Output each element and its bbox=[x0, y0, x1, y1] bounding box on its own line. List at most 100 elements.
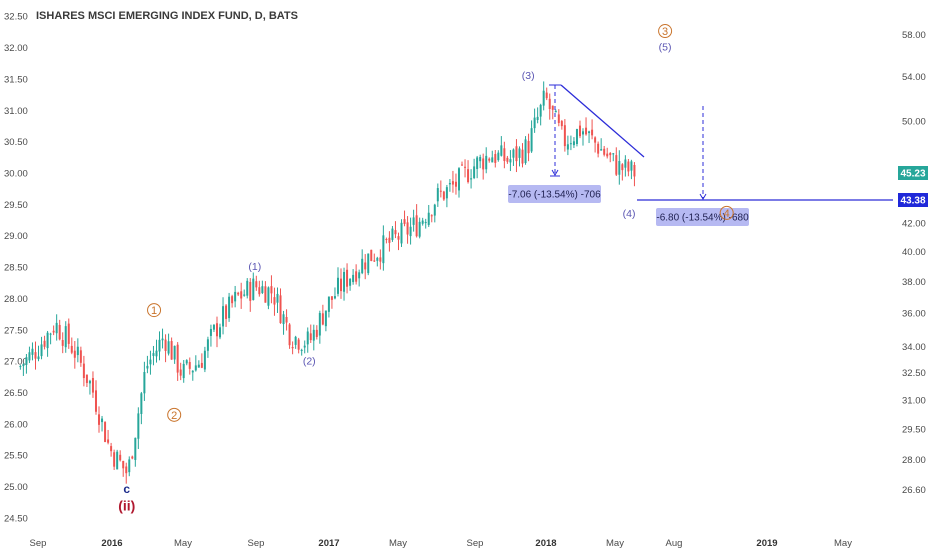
price-tag-text-1: 43.38 bbox=[900, 196, 925, 207]
price-tag-0: 45.23 bbox=[898, 166, 928, 180]
candle-140 bbox=[442, 190, 445, 201]
candle-158 bbox=[497, 150, 500, 162]
candle-148 bbox=[467, 160, 470, 184]
measure-label-1[interactable]: -7.06 (-13.54%) -706 bbox=[508, 185, 601, 203]
candle-21 bbox=[82, 355, 85, 387]
candle-101 bbox=[324, 310, 327, 332]
wave-label-9[interactable]: c bbox=[123, 482, 130, 496]
candle-150 bbox=[473, 158, 476, 180]
wave-label-6[interactable]: (3) bbox=[522, 70, 535, 82]
candle-169 bbox=[530, 120, 533, 153]
candle-17 bbox=[70, 337, 73, 355]
wave-label-8[interactable]: (5) bbox=[659, 42, 672, 54]
left-price-axis: 32.50 32.00 31.50 31.00 30.50 30.00 29.50 29.00… bbox=[4, 12, 28, 525]
trend-line[interactable] bbox=[560, 84, 645, 158]
candle-19 bbox=[76, 338, 79, 363]
candle-84 bbox=[273, 287, 276, 316]
candle-22 bbox=[85, 374, 88, 388]
candle-108 bbox=[346, 263, 349, 294]
measure-arrow-2[interactable] bbox=[699, 106, 707, 200]
x-axis-tick-11: May bbox=[834, 538, 852, 549]
measure-label-2[interactable]: -6.80 (-13.54%) -680 bbox=[656, 208, 749, 226]
candle-64 bbox=[212, 323, 215, 333]
right-axis-tick-2: 50.00 bbox=[902, 117, 926, 128]
right-axis-tick-10: 32.50 bbox=[902, 368, 926, 379]
candle-113 bbox=[361, 249, 364, 275]
candle-181 bbox=[566, 135, 569, 156]
candle-191 bbox=[597, 141, 600, 158]
candle-111 bbox=[355, 264, 358, 285]
candle-16 bbox=[67, 318, 70, 349]
left-axis-tick-8: 28.50 bbox=[4, 263, 28, 274]
candle-178 bbox=[557, 109, 560, 127]
candle-51 bbox=[173, 345, 176, 364]
candle-32 bbox=[116, 449, 119, 470]
candle-30 bbox=[110, 442, 113, 457]
wave-label-text-4: (1) bbox=[248, 261, 261, 273]
candle-97 bbox=[312, 324, 315, 351]
right-axis-tick-1: 54.00 bbox=[902, 72, 926, 83]
right-axis-tick-11: 31.00 bbox=[902, 396, 926, 407]
wave-label-1[interactable]: 2 bbox=[167, 407, 182, 422]
candle-144 bbox=[454, 173, 457, 195]
candle-7 bbox=[40, 336, 43, 360]
candle-122 bbox=[388, 231, 391, 252]
candle-28 bbox=[104, 421, 107, 443]
wave-label-0[interactable]: 1 bbox=[147, 303, 162, 318]
candle-63 bbox=[209, 324, 212, 347]
candle-162 bbox=[509, 150, 512, 172]
wave-label-7[interactable]: (4) bbox=[623, 208, 636, 220]
candle-88 bbox=[285, 309, 288, 331]
candle-37 bbox=[131, 455, 134, 460]
x-axis-tick-0: Sep bbox=[30, 538, 47, 549]
candle-165 bbox=[518, 146, 521, 167]
candle-26 bbox=[98, 406, 101, 433]
wave-label-3[interactable]: 4 bbox=[719, 205, 734, 220]
candle-182 bbox=[569, 135, 572, 151]
candle-185 bbox=[578, 120, 581, 139]
candle-201 bbox=[627, 158, 630, 177]
candle-59 bbox=[197, 360, 200, 368]
candle-192 bbox=[600, 138, 603, 151]
candle-109 bbox=[349, 277, 352, 291]
candle-43 bbox=[149, 350, 152, 375]
drawing-annotations[interactable]: -7.06 (-13.54%) -706 -6.80 (-13.54%) -680 bbox=[508, 84, 893, 226]
candle-176 bbox=[551, 105, 554, 120]
wave-label-text-10: (ii) bbox=[118, 497, 135, 513]
candle-10 bbox=[49, 332, 52, 345]
wave-label-10[interactable]: (ii) bbox=[118, 497, 135, 513]
candle-163 bbox=[512, 148, 515, 166]
right-axis-tick-5: 42.00 bbox=[902, 218, 926, 229]
x-axis-tick-3: Sep bbox=[248, 538, 265, 549]
candle-143 bbox=[451, 170, 454, 193]
candle-55 bbox=[185, 359, 188, 366]
time-axis[interactable]: Sep 2016 May Sep 2017 May Sep 2018 May Aug 2019 May bbox=[30, 538, 853, 549]
candle-153 bbox=[482, 153, 485, 180]
candle-116 bbox=[370, 249, 373, 262]
candle-117 bbox=[373, 253, 376, 263]
candle-149 bbox=[470, 169, 473, 189]
candle-119 bbox=[379, 249, 382, 270]
measure-arrow-1[interactable] bbox=[549, 84, 561, 177]
candle-18 bbox=[73, 341, 76, 369]
wave-label-2[interactable]: 3 bbox=[658, 24, 673, 39]
wave-label-5[interactable]: (2) bbox=[303, 355, 316, 367]
right-price-axis[interactable]: 58.0054.0050.0046.0044.0042.0040.0038.00… bbox=[902, 30, 926, 496]
left-axis-tick-6: 29.50 bbox=[4, 200, 28, 211]
elliott-wave-labels[interactable]: 1 2 3 4 (1) (2) (3) (4) (5) c(ii) bbox=[118, 24, 734, 514]
candle-177 bbox=[554, 109, 557, 113]
candle-92 bbox=[297, 337, 300, 354]
candle-77 bbox=[252, 272, 255, 301]
candle-124 bbox=[394, 221, 397, 239]
candle-160 bbox=[503, 141, 506, 169]
left-axis-tick-7: 29.00 bbox=[4, 231, 28, 242]
left-axis-tick-5: 30.00 bbox=[4, 168, 28, 179]
x-axis-tick-5: May bbox=[389, 538, 407, 549]
candle-96 bbox=[309, 324, 312, 343]
wave-label-4[interactable]: (1) bbox=[248, 261, 261, 273]
left-axis-tick-14: 25.50 bbox=[4, 451, 28, 462]
candle-85 bbox=[276, 287, 279, 313]
candle-24 bbox=[91, 371, 94, 398]
candle-66 bbox=[219, 323, 222, 340]
